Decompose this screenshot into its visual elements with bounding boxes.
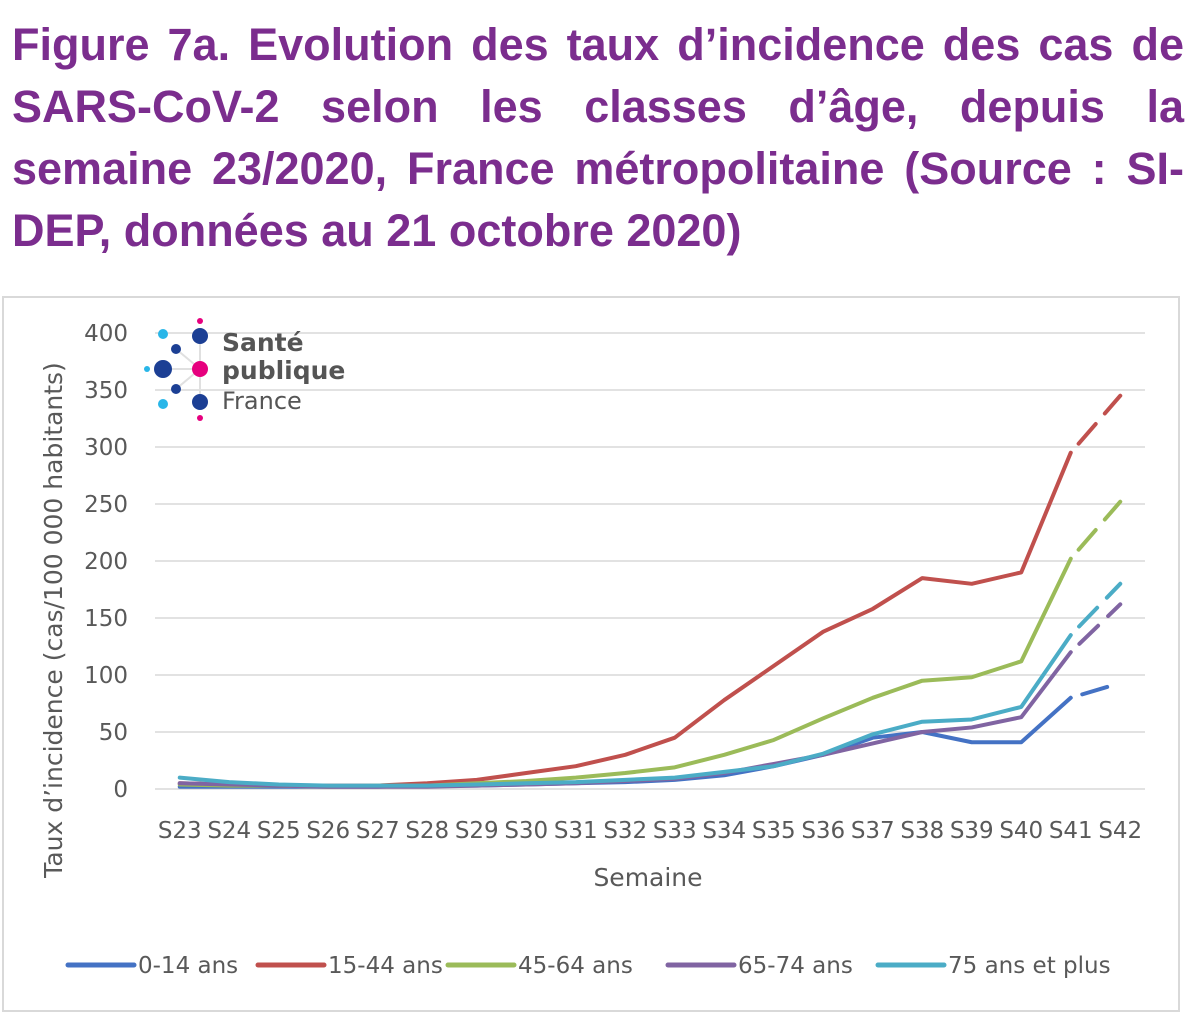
y-tick-label: 250 [84, 492, 128, 518]
x-tick-label: S36 [801, 818, 845, 844]
x-tick-label: S26 [306, 818, 350, 844]
y-tick-label: 400 [84, 321, 128, 347]
series-lines [177, 393, 1123, 789]
logo-line-1: Santé [222, 328, 304, 357]
x-tick-label: S31 [554, 818, 598, 844]
x-tick-label: S41 [1049, 818, 1093, 844]
legend-label: 45-64 ans [518, 953, 633, 979]
x-tick-label: S32 [603, 818, 647, 844]
x-tick-label: S30 [504, 818, 548, 844]
logo-line-3: France [222, 387, 302, 415]
x-tick-label: S39 [950, 818, 994, 844]
logo-line-2: publique [222, 356, 345, 385]
series-line-75-ans-et-plus [177, 633, 1073, 788]
legend-item: 15-44 ans [255, 953, 443, 979]
series-provisional-segment [1068, 499, 1123, 561]
legend-item: 65-74 ans [665, 953, 853, 979]
logo-dots-icon [144, 318, 208, 421]
y-tick-label: 100 [84, 663, 128, 689]
legend-label: 15-44 ans [328, 953, 443, 979]
y-tick-label: 0 [113, 777, 128, 803]
x-tick-label: S42 [1098, 818, 1142, 844]
legend: 0-14 ans 15-44 ans 45-64 ans 65-74 ans 75 an… [65, 953, 1111, 979]
x-tick-label: S35 [752, 818, 796, 844]
x-tick-label: S25 [257, 818, 301, 844]
x-tick-label: S29 [455, 818, 499, 844]
y-axis-ticks: 0 50 100 150 200 250 300 350 400 [84, 321, 128, 803]
series-provisional-segment [1068, 393, 1123, 455]
x-tick-label: S33 [653, 818, 697, 844]
x-tick-label: S24 [207, 818, 251, 844]
x-tick-label: S37 [851, 818, 895, 844]
x-tick-label: S28 [405, 818, 449, 844]
chart-frame [2, 296, 1180, 1012]
y-tick-label: 50 [99, 720, 128, 746]
series-line-45-64-ans [177, 556, 1073, 789]
legend-item: 45-64 ans [445, 953, 633, 979]
legend-item: 0-14 ans [65, 953, 238, 979]
x-tick-label: S27 [356, 818, 400, 844]
sante-publique-france-logo: Santé publique France [144, 318, 345, 421]
y-tick-label: 350 [84, 378, 128, 404]
y-axis-title: Taux d’incidence (cas/100 000 habitants) [39, 362, 68, 879]
series-provisional-segment [1068, 680, 1123, 700]
x-tick-label: S23 [158, 818, 202, 844]
y-tick-label: 150 [84, 606, 128, 632]
x-tick-label: S38 [900, 818, 944, 844]
x-axis-title: Semaine [593, 863, 702, 892]
chart-grid [155, 332, 1145, 790]
x-tick-label: S40 [999, 818, 1043, 844]
series-provisional-segment [1068, 581, 1123, 638]
legend-item: 75 ans et plus [875, 953, 1111, 979]
series-provisional-segment [1068, 602, 1123, 655]
x-axis-ticks: S23 S24 S25 S26 S27 S28 S29 S30 S31 S32 S33 S34 S35 S… [158, 818, 1142, 844]
legend-label: 65-74 ans [738, 953, 853, 979]
y-tick-label: 200 [84, 549, 128, 575]
legend-label: 0-14 ans [138, 953, 238, 979]
x-tick-label: S34 [702, 818, 746, 844]
legend-label: 75 ans et plus [948, 953, 1111, 979]
y-tick-label: 300 [84, 435, 128, 461]
figure-title: Figure 7a. Evolution des taux d’incidenc… [12, 19, 1184, 256]
